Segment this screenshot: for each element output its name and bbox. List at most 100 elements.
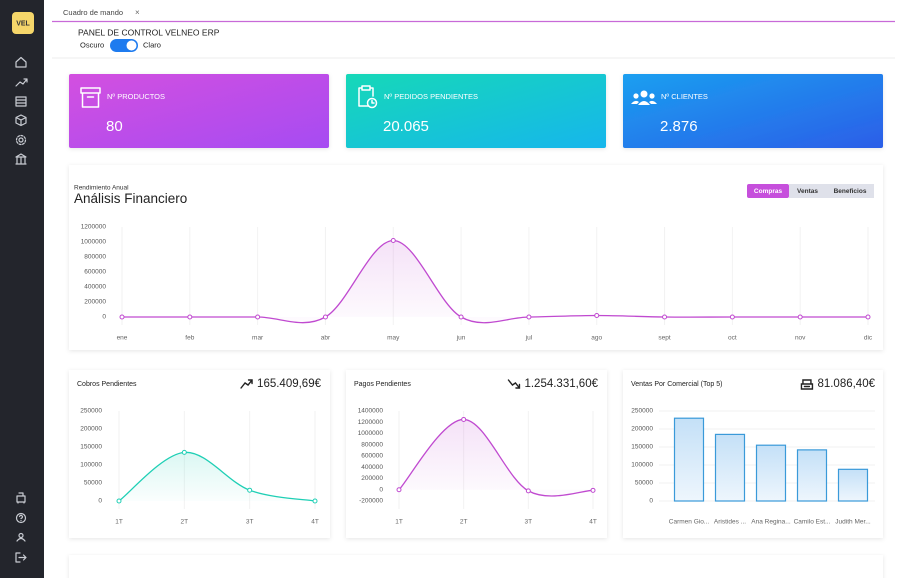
point: [461, 416, 467, 422]
y-tick-label: 400000: [84, 284, 106, 291]
panel: [623, 370, 883, 538]
chart-total: 165.409,69€: [257, 378, 322, 390]
tab-button-label: Compras: [754, 188, 783, 195]
point: [458, 314, 464, 320]
card-value: 2.876: [660, 118, 698, 135]
y-tick-label: -200000: [359, 498, 383, 505]
chart-title: Ventas Por Comercial (Top 5): [631, 381, 722, 388]
point: [247, 487, 253, 493]
y-tick-label: 800000: [84, 254, 106, 261]
point: [662, 314, 668, 320]
y-tick-label: 600000: [84, 269, 106, 276]
point: [181, 449, 187, 455]
tab-button[interactable]: [747, 184, 789, 198]
x-tick-label: Judith Mer...: [835, 519, 871, 526]
point: [396, 487, 402, 493]
y-tick-label: 150000: [631, 444, 653, 451]
logo[interactable]: [12, 12, 34, 34]
y-tick-label: 1200000: [358, 419, 384, 426]
y-tick-label: 200000: [84, 299, 106, 306]
y-tick-label: 1400000: [358, 408, 384, 415]
point: [526, 314, 532, 320]
y-tick-label: 0: [379, 486, 383, 493]
theme-light-label: Claro: [143, 40, 161, 49]
card: [346, 74, 606, 148]
y-tick-label: 1000000: [81, 239, 107, 246]
card: [623, 74, 883, 148]
card-value: 80: [106, 118, 123, 135]
point: [187, 314, 193, 320]
point: [119, 314, 125, 320]
card-label: Nº PEDIDOS PENDIENTES: [384, 92, 478, 101]
x-tick-label: 3T: [525, 519, 533, 526]
card-label: Nº CLIENTES: [661, 92, 708, 101]
x-tick-label: 4T: [589, 519, 597, 526]
chart-total: 1.254.331,60€: [524, 378, 598, 390]
y-tick-label: 200000: [80, 426, 102, 433]
y-tick-label: 800000: [361, 441, 383, 448]
x-tick-label: 1T: [115, 519, 123, 526]
toggle-knob: [126, 40, 137, 51]
total-icon: [507, 379, 521, 389]
tab-close[interactable]: ×: [135, 8, 140, 17]
card-icon: [631, 90, 657, 105]
x-tick-label: feb: [185, 335, 194, 342]
sidebar-icons[interactable]: [15, 56, 28, 563]
y-tick-label: 250000: [631, 408, 653, 415]
bar: [796, 449, 828, 502]
x-tick-label: 4T: [311, 519, 319, 526]
chart-title: Pagos Pendientes: [354, 381, 411, 388]
y-tick-label: 600000: [361, 453, 383, 460]
line: [398, 418, 594, 497]
total-icon: [800, 379, 814, 390]
x-tick-label: jun: [456, 335, 466, 342]
point: [525, 488, 531, 494]
tab-button[interactable]: [789, 184, 826, 198]
x-tick-label: nov: [795, 335, 806, 342]
x-tick-label: ago: [591, 335, 602, 342]
point: [322, 314, 328, 320]
x-tick-label: jul: [525, 335, 533, 342]
x-tick-label: Camilo Est...: [794, 519, 831, 526]
x-tick-label: abr: [321, 335, 331, 342]
tab-label: Cuadro de mando: [63, 8, 123, 17]
x-tick-label: may: [387, 335, 400, 342]
y-tick-label: 50000: [84, 480, 102, 487]
point: [390, 238, 396, 243]
theme-dark-label: Oscuro: [80, 40, 104, 49]
point: [255, 314, 261, 320]
point: [312, 498, 318, 504]
sidebar: [0, 0, 44, 578]
x-tick-label: Carmen Gio...: [669, 519, 710, 526]
header-title: PANEL DE CONTROL VELNEO ERP: [78, 27, 220, 37]
x-tick-label: mar: [252, 335, 264, 342]
card-icon: [80, 87, 101, 108]
line: [118, 451, 316, 502]
x-tick-label: 3T: [246, 519, 254, 526]
point: [116, 498, 122, 504]
x-tick-label: Aristides ...: [714, 519, 746, 526]
y-tick-label: 1000000: [358, 430, 384, 437]
point: [729, 314, 735, 320]
tab[interactable]: [52, 5, 144, 21]
bar: [714, 433, 746, 502]
x-tick-label: Ana Regina...: [751, 519, 791, 526]
bar: [673, 417, 705, 502]
x-tick-label: dic: [864, 335, 873, 342]
y-tick-label: 200000: [631, 426, 653, 433]
point: [865, 314, 871, 320]
area: [119, 452, 315, 501]
card: [69, 74, 329, 148]
card-icon: [358, 85, 378, 109]
y-tick-label: 0: [649, 498, 653, 505]
y-tick-label: 200000: [361, 475, 383, 482]
y-tick-label: 1200000: [81, 224, 107, 231]
chart-subtitle: Rendimiento Anual: [74, 185, 129, 192]
y-tick-label: 100000: [631, 462, 653, 469]
tab-button[interactable]: [826, 184, 874, 198]
x-tick-label: oct: [728, 335, 737, 342]
bar: [755, 444, 787, 502]
y-tick-label: 250000: [80, 408, 102, 415]
